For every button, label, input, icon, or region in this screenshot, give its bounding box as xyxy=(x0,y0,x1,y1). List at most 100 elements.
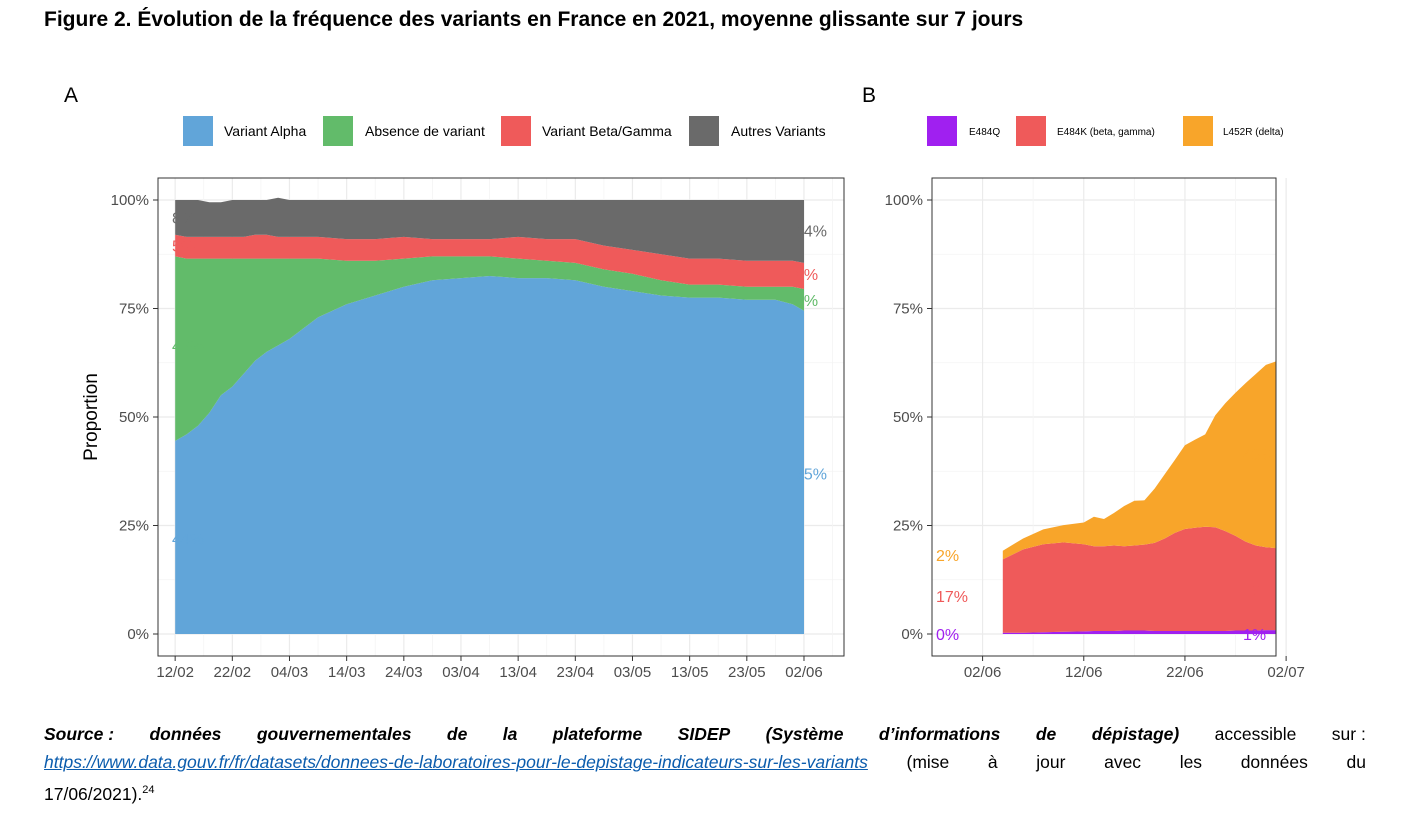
annotation-left-l452r: 2% xyxy=(936,548,959,565)
source-word: de xyxy=(446,724,468,744)
annotation-right-autres: 14% xyxy=(795,223,827,240)
legend-label-absence: Absence de variant xyxy=(365,123,485,139)
panel-a-letter: A xyxy=(64,84,78,107)
source-note: Source : données gouvernementales de la … xyxy=(44,720,1366,808)
area-alpha xyxy=(175,276,804,634)
legend-label-l452r: L452R (delta) xyxy=(1223,127,1284,138)
legend-label-e484q: E484Q xyxy=(969,127,1000,138)
source-word: sur : xyxy=(1331,724,1366,744)
footnote-ref: 24 xyxy=(142,784,155,796)
legend-swatch-l452r xyxy=(1183,116,1213,146)
update-word: jour xyxy=(1036,752,1066,772)
axes-b: 0% 25% 50% 75% 100% 02/06 12/06 22/06 02/07 xyxy=(885,192,1305,681)
axes-a: 0% 25% 50% 75% 100% 12/02 22/02 04/03 14/03 24/03… xyxy=(111,192,823,681)
area-l452r xyxy=(1002,361,1276,560)
source-link[interactable]: https://www.data.gouv.fr/fr/datasets/don… xyxy=(44,752,868,772)
x-tick-label: 23/04 xyxy=(557,664,595,681)
annotation-left-autres: 8% xyxy=(172,210,195,227)
update-word: (mise xyxy=(906,752,950,772)
x-tick-label: 02/06 xyxy=(964,664,1002,681)
update-date: 17/06/2021). xyxy=(44,783,143,804)
y-tick-label: 75% xyxy=(119,301,149,318)
source-word: (Système xyxy=(765,724,844,744)
area-absence xyxy=(175,256,804,441)
annotation-left-e484k: 17% xyxy=(936,589,968,606)
legend-label-beta-gamma: Variant Beta/Gamma xyxy=(542,123,672,139)
update-word: du xyxy=(1346,752,1366,772)
area-autres xyxy=(175,197,804,263)
legend-label-e484k: E484K (beta, gamma) xyxy=(1057,127,1155,138)
x-tick-label: 12/02 xyxy=(156,664,194,681)
source-line-3: 17/06/2021).24 xyxy=(44,776,1366,808)
areas-b xyxy=(1002,361,1276,634)
source-word: d’informations xyxy=(878,724,1001,744)
legend-swatch-alpha xyxy=(183,116,213,146)
annotations-a: 8% 5% 43% 44% 14% 6% 5% 75% xyxy=(172,210,827,548)
y-tick-label: 25% xyxy=(119,518,149,535)
x-tick-label: 14/03 xyxy=(328,664,366,681)
update-word: les xyxy=(1179,752,1203,772)
source-word: de xyxy=(1035,724,1057,744)
annotation-left-beta_gamma: 5% xyxy=(172,239,195,256)
update-word: avec xyxy=(1104,752,1142,772)
panel-a: A Variant Alpha Absence de variant Varia… xyxy=(64,84,845,681)
annotation-right-beta_gamma: 6% xyxy=(795,267,818,284)
legend-swatch-beta-gamma xyxy=(501,116,531,146)
annotations-b: 2% 17% 0% 43% 19% 1% xyxy=(936,447,1275,644)
y-tick-label: 75% xyxy=(893,301,923,318)
x-tick-label: 23/05 xyxy=(728,664,766,681)
source-word: données xyxy=(149,724,222,744)
y-tick-label: 0% xyxy=(901,626,923,643)
annotation-right-e484q: 1% xyxy=(1243,627,1266,644)
y-tick-label: 100% xyxy=(111,192,149,209)
legend-swatch-e484k xyxy=(1016,116,1046,146)
source-word: dépistage) xyxy=(1091,724,1180,744)
x-tick-label: 13/05 xyxy=(671,664,709,681)
x-tick-label: 04/03 xyxy=(271,664,309,681)
y-tick-label: 50% xyxy=(893,409,923,426)
source-line-1: Source : données gouvernementales de la … xyxy=(44,720,1366,748)
legend-b: E484Q E484K (beta, gamma) L452R (delta) xyxy=(927,116,1284,146)
x-tick-label: 02/06 xyxy=(785,664,823,681)
x-tick-label: 03/04 xyxy=(442,664,480,681)
area-e484q xyxy=(1002,630,1276,634)
annotation-right-alpha: 75% xyxy=(795,466,827,483)
legend-label-alpha: Variant Alpha xyxy=(224,123,306,139)
annotation-right-l452r: 43% xyxy=(1243,447,1275,464)
y-tick-label: 0% xyxy=(127,626,149,643)
annotation-right-e484k: 19% xyxy=(1243,584,1275,601)
legend-swatch-e484q xyxy=(927,116,957,146)
area-beta_gamma xyxy=(175,234,804,289)
y-tick-label: 100% xyxy=(885,192,923,209)
figure-title: Figure 2. Évolution de la fréquence des … xyxy=(44,8,1024,31)
x-tick-label: 22/06 xyxy=(1166,664,1204,681)
panel-b: B E484Q E484K (beta, gamma) L452R (delta… xyxy=(862,84,1305,681)
source-word: la xyxy=(502,724,518,744)
annotation-left-e484q: 0% xyxy=(936,627,959,644)
x-tick-label: 03/05 xyxy=(614,664,652,681)
x-tick-label: 12/06 xyxy=(1065,664,1103,681)
legend-swatch-absence xyxy=(323,116,353,146)
source-line-2: https://www.data.gouv.fr/fr/datasets/don… xyxy=(44,748,1366,776)
area-e484k xyxy=(1002,526,1276,633)
update-word: à xyxy=(987,752,998,772)
annotation-left-alpha: 44% xyxy=(172,532,204,549)
y-tick-label: 25% xyxy=(893,518,923,535)
legend-a: Variant Alpha Absence de variant Variant… xyxy=(183,116,826,146)
x-tick-label: 24/03 xyxy=(385,664,423,681)
update-word: données xyxy=(1240,752,1308,772)
source-word: accessible xyxy=(1214,724,1297,744)
y-axis-label-a: Proportion xyxy=(81,373,102,461)
annotation-left-absence: 43% xyxy=(172,338,204,355)
panel-b-letter: B xyxy=(862,84,876,107)
source-word: Source : xyxy=(44,724,115,744)
x-tick-label: 22/02 xyxy=(214,664,252,681)
source-word: plateforme xyxy=(552,724,643,744)
y-tick-label: 50% xyxy=(119,409,149,426)
areas-a xyxy=(175,197,804,634)
x-tick-label: 13/04 xyxy=(499,664,537,681)
legend-swatch-autres xyxy=(689,116,719,146)
source-word: gouvernementales xyxy=(256,724,412,744)
legend-label-autres: Autres Variants xyxy=(731,123,826,139)
